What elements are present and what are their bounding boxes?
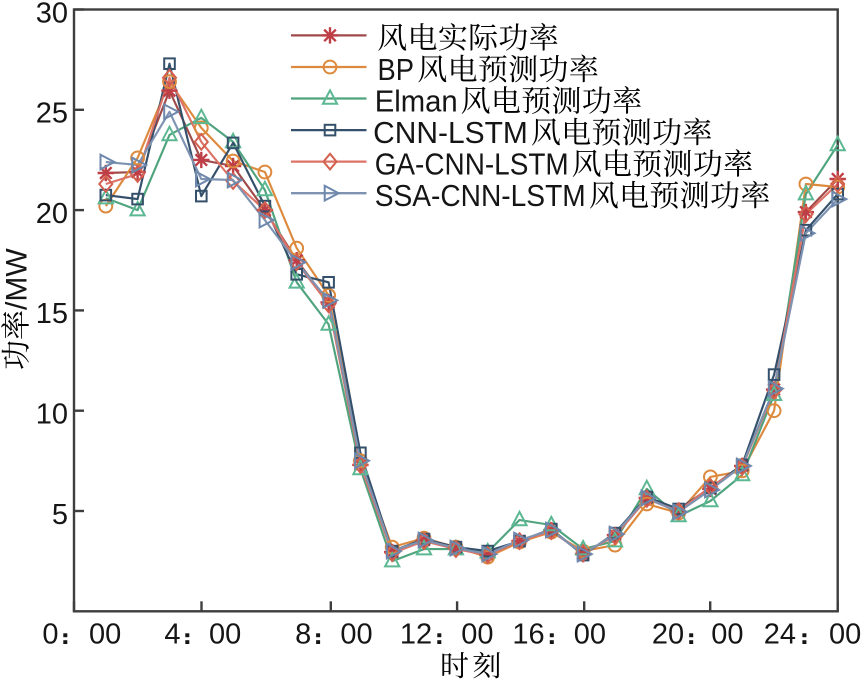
svg-text:00: 00 [574,619,606,651]
svg-text:Elman: Elman [375,83,458,118]
svg-text:25: 25 [36,98,68,130]
svg-text:GA-CNN-LSTM: GA-CNN-LSTM [375,147,569,182]
svg-text:00: 00 [209,619,241,651]
svg-text:8: 8 [295,619,311,651]
svg-text:00: 00 [89,619,121,651]
svg-text:12: 12 [400,619,432,651]
svg-text:4: 4 [164,619,180,651]
svg-text:00: 00 [461,619,493,651]
svg-text:CNN-LSTM: CNN-LSTM [373,115,528,150]
svg-text:00: 00 [340,619,372,651]
svg-text:20: 20 [36,198,68,230]
svg-text:16: 16 [512,619,544,651]
svg-text:/MW: /MW [1,248,34,310]
svg-text:BP: BP [378,52,415,87]
svg-text:15: 15 [36,298,68,330]
svg-text:00: 00 [711,619,743,651]
svg-text:10: 10 [36,399,68,431]
svg-text:30: 30 [36,0,68,29]
svg-text:24: 24 [764,619,796,651]
svg-text:SSA-CNN-LSTM: SSA-CNN-LSTM [375,178,586,213]
svg-text:5: 5 [52,499,68,531]
svg-text:00: 00 [829,619,861,651]
svg-text:20: 20 [652,619,684,651]
svg-text:0: 0 [42,619,58,651]
